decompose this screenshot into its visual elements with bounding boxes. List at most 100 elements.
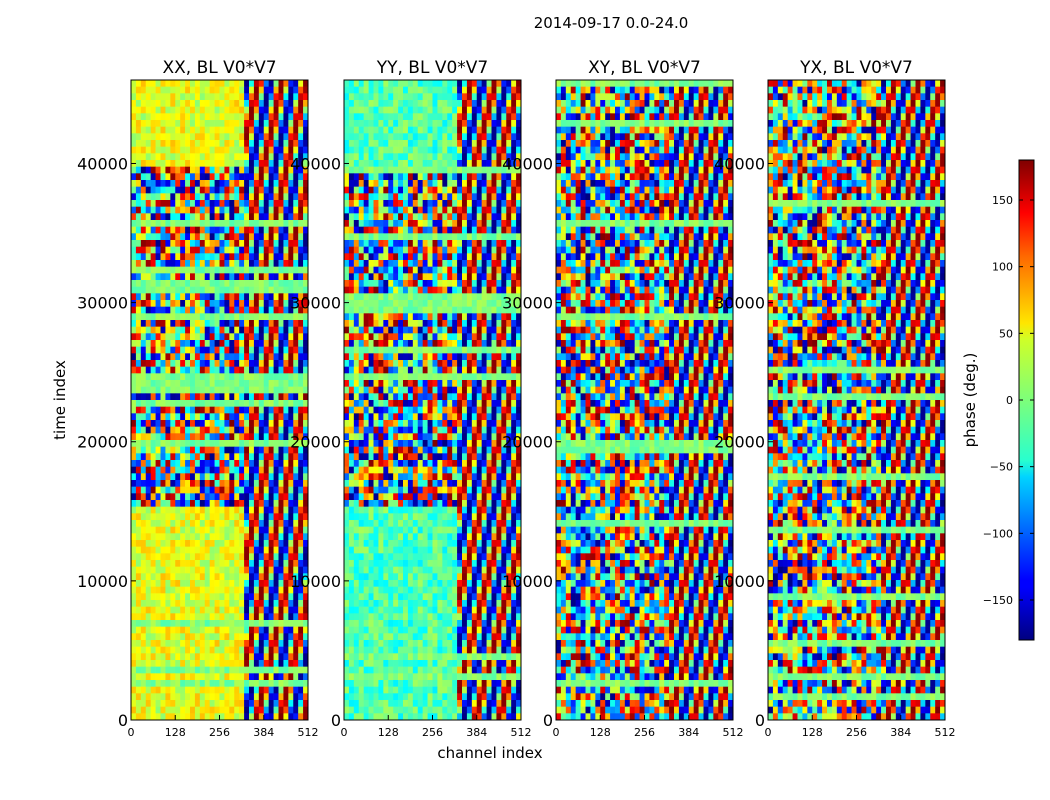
heatmap-cell <box>283 540 289 547</box>
heatmap-cell <box>471 180 478 187</box>
heatmap-cell <box>170 326 176 334</box>
heatmap-cell <box>293 446 299 454</box>
heatmap-cell <box>155 86 161 94</box>
heatmap-cell <box>185 160 191 167</box>
heatmap-cell <box>135 393 142 401</box>
heatmap-cell <box>224 100 230 107</box>
heatmap-cell <box>303 400 309 407</box>
heatmap-cell <box>145 393 151 401</box>
heatmap-cell <box>224 280 230 287</box>
heatmap-cell <box>288 393 294 401</box>
heatmap-cell <box>278 220 284 227</box>
heatmap-cell <box>368 300 374 307</box>
heatmap-cell <box>135 460 142 467</box>
heatmap-cell <box>298 686 304 694</box>
heatmap-cell <box>511 113 517 121</box>
heatmap-cell <box>273 393 279 401</box>
heatmap-cell <box>194 540 201 547</box>
heatmap-cell <box>273 320 279 327</box>
heatmap-cell <box>219 426 225 434</box>
heatmap-cell <box>466 233 473 241</box>
heatmap-cell <box>258 260 265 267</box>
heatmap-cell <box>165 686 171 694</box>
heatmap-cell <box>283 600 289 607</box>
heatmap-cell <box>407 173 414 181</box>
heatmap-cell <box>422 293 428 301</box>
heatmap-cell <box>278 546 284 554</box>
heatmap-cell <box>348 273 355 281</box>
heatmap-cell <box>412 253 419 261</box>
heatmap-cell <box>471 300 478 307</box>
heatmap-cell <box>427 133 433 141</box>
heatmap-cell <box>268 546 274 554</box>
heatmap-cell <box>199 100 206 107</box>
heatmap-cell <box>224 226 230 234</box>
heatmap-cell <box>244 293 250 301</box>
heatmap-cell <box>263 573 269 581</box>
heatmap-cell <box>283 366 289 374</box>
heatmap-cell <box>145 433 151 441</box>
heatmap-cell <box>155 426 161 434</box>
heatmap-cell <box>373 133 379 141</box>
heatmap-cell <box>214 686 220 694</box>
heatmap-cell <box>273 426 279 434</box>
heatmap-cell <box>249 240 255 247</box>
heatmap-cell <box>229 353 235 361</box>
heatmap-cell <box>358 80 364 87</box>
heatmap-cell <box>145 273 151 281</box>
heatmap-cell <box>175 446 181 454</box>
heatmap-cell <box>160 386 166 394</box>
phase-heatmap <box>344 80 522 721</box>
heatmap-cell <box>368 200 374 207</box>
heatmap-cell <box>150 93 156 101</box>
heatmap-cell <box>283 673 289 681</box>
heatmap-cell <box>209 406 215 414</box>
heatmap-cell <box>155 366 161 374</box>
heatmap-cell <box>199 253 206 261</box>
heatmap-cell <box>263 186 269 194</box>
heatmap-cell <box>194 200 201 207</box>
heatmap-cell <box>348 86 355 94</box>
heatmap-cell <box>199 680 206 687</box>
heatmap-cell <box>288 633 294 641</box>
heatmap-cell <box>165 333 171 341</box>
heatmap-cell <box>224 553 230 561</box>
heatmap-cell <box>244 506 250 514</box>
heatmap-cell <box>249 373 255 381</box>
heatmap-cell <box>155 620 161 627</box>
heatmap-cell <box>234 553 240 561</box>
heatmap-cell <box>298 160 304 167</box>
heatmap-cell <box>437 326 443 334</box>
heatmap-cell <box>471 246 478 254</box>
heatmap-cell <box>263 433 269 441</box>
heatmap-cell <box>491 106 497 114</box>
heatmap-cell <box>412 126 419 134</box>
heatmap-cell <box>283 260 289 267</box>
heatmap-cell <box>224 706 230 714</box>
heatmap-cell <box>273 133 279 141</box>
heatmap-cell <box>363 306 369 314</box>
heatmap-cell <box>140 380 147 387</box>
heatmap-cell <box>298 473 304 481</box>
heatmap-cell <box>457 80 463 87</box>
heatmap-cell <box>427 313 433 321</box>
heatmap-cell <box>481 233 487 241</box>
heatmap-cell <box>239 520 245 527</box>
heatmap-cell <box>185 673 191 681</box>
heatmap-cell <box>273 220 279 227</box>
heatmap-cell <box>393 306 399 314</box>
heatmap-cell <box>462 106 468 114</box>
heatmap-cell <box>140 660 147 667</box>
heatmap-cell <box>422 133 428 141</box>
heatmap-cell <box>145 440 151 447</box>
heatmap-cell <box>204 446 210 454</box>
heatmap-cell <box>199 413 206 421</box>
heatmap-cell <box>457 126 463 134</box>
heatmap-cell <box>253 253 260 261</box>
heatmap-cell <box>135 573 142 581</box>
heatmap-cell <box>244 513 250 521</box>
heatmap-cell <box>140 200 147 207</box>
heatmap-cell <box>283 93 289 101</box>
heatmap-cell <box>214 266 220 274</box>
heatmap-cell <box>229 580 235 587</box>
